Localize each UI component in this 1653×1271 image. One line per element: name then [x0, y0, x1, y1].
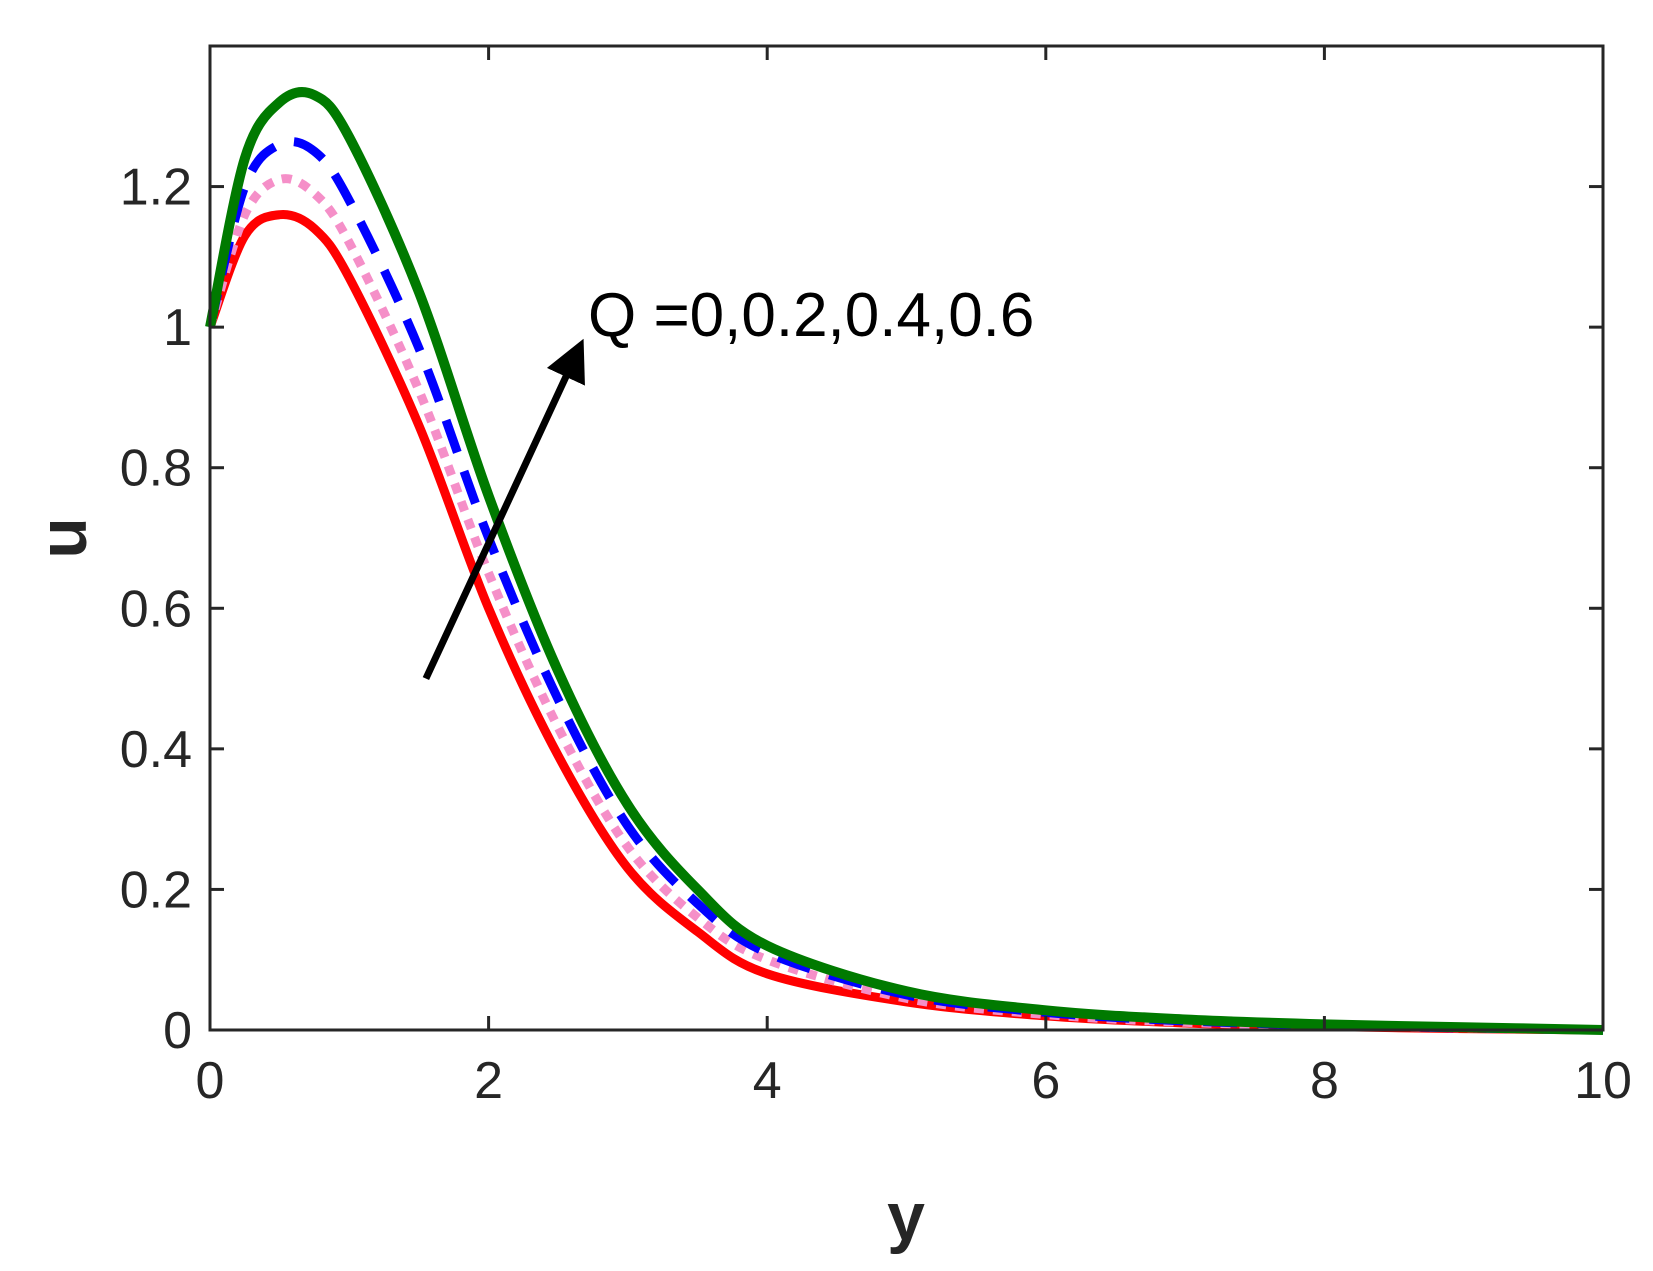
y-tick-label: 1 [163, 299, 192, 357]
label-layer: 0 2 4 6 8 10 0 0.2 0.4 0.6 0.8 1 1.2 [120, 159, 1632, 1110]
annotation-label: Q =0,0.2,0.4,0.6 [588, 281, 1034, 350]
x-tick-label: 0 [196, 1052, 225, 1110]
plot-frame [208, 44, 1605, 1032]
x-tick-label: 10 [1574, 1052, 1632, 1110]
y-tick-label: 1.2 [120, 159, 192, 217]
series-line-3 [205, 137, 1604, 1035]
series-layer [205, 87, 1604, 1035]
x-tick-label: 6 [1031, 1052, 1060, 1110]
y-tick-label: 0.4 [120, 721, 192, 779]
y-axis-title: u [25, 517, 101, 559]
x-tick-label: 8 [1310, 1052, 1339, 1110]
y-tick-label: 0.2 [120, 861, 192, 919]
annotation-arrow [422, 338, 585, 681]
y-tick-label: 0.6 [120, 580, 192, 638]
y-tick-label: 0 [163, 1002, 192, 1060]
series-line-4 [205, 87, 1604, 1035]
tick-layer [208, 46, 1605, 1032]
x-tick-label: 2 [474, 1052, 503, 1110]
x-tick-label: 4 [753, 1052, 782, 1110]
x-axis-title: y [887, 1179, 925, 1255]
y-tick-label: 0.8 [120, 440, 192, 498]
